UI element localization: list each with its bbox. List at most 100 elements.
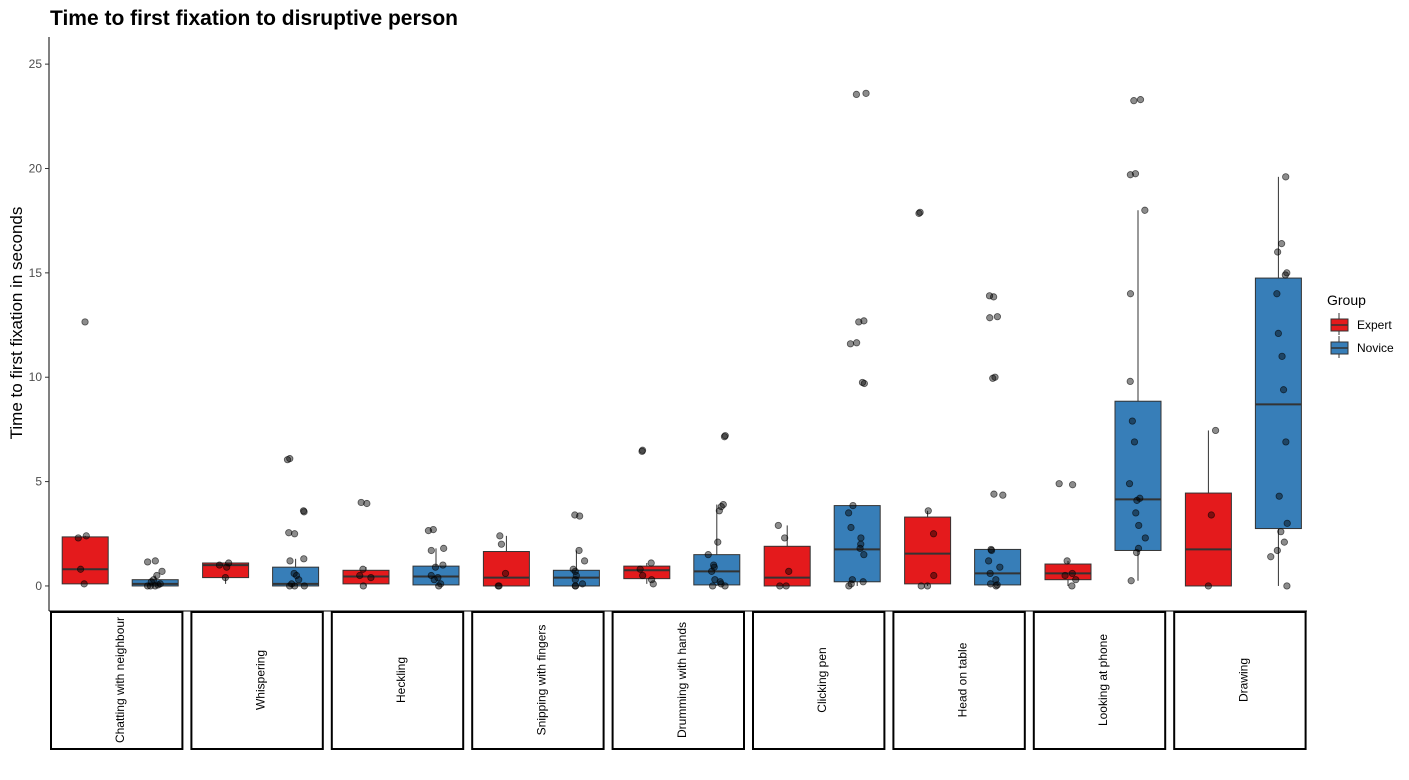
data-point [715,507,723,515]
data-point [1134,544,1143,552]
data-point [720,433,729,441]
box-novice [412,525,460,590]
data-point [1127,577,1135,585]
data-point [990,490,998,498]
data-point [363,499,371,508]
data-point [283,456,292,464]
box-novice [131,557,179,590]
legend: Group Expert Novice [1327,292,1394,358]
data-point [996,563,1004,571]
data-point [710,563,718,571]
data-point [852,90,861,99]
data-point [1136,96,1145,104]
data-point [930,571,938,580]
data-point [144,558,152,566]
data-point [993,581,1001,589]
category-strip [50,611,184,750]
data-point [435,582,443,590]
data-point [917,582,925,590]
data-point [855,318,863,326]
data-point [1274,248,1282,256]
y-tick-label: 10 [29,370,43,384]
data-point [427,546,435,555]
box-novice [833,89,881,590]
data-point [711,576,719,584]
data-point [1274,329,1282,337]
data-point [1132,509,1140,517]
x-category-label: Clicking pen [815,647,829,712]
data-point [501,569,510,578]
data-point [847,523,855,532]
box-body [61,536,109,585]
data-point [846,340,855,348]
data-point [781,534,789,542]
data-point [639,571,647,580]
data-point [292,571,301,580]
box-expert [904,208,952,590]
data-point [992,582,1000,590]
data-point [856,544,864,552]
data-point [300,582,308,590]
data-point [1130,97,1138,105]
data-point [286,557,294,565]
data-point [359,565,367,573]
data-point [721,582,729,590]
data-point [1279,386,1288,394]
data-point [924,507,932,515]
data-point [849,501,857,510]
data-point [1273,546,1281,555]
data-point [999,491,1007,499]
data-point [356,571,364,580]
x-category-label: Drumming with hands [675,622,689,738]
box-expert [763,521,811,590]
box-expert [342,498,390,590]
data-point [571,576,579,584]
box-novice [1254,173,1302,590]
x-category-label: Chatting with neighbour [113,617,127,743]
legend-item-novice: Novice [1330,336,1394,358]
data-point [221,574,229,582]
box-body [693,554,741,586]
data-point [916,208,924,216]
box-body [482,551,530,587]
data-point [1273,290,1281,298]
data-point [80,580,88,588]
data-point [1126,171,1134,179]
data-point [1069,481,1077,489]
box-novice [693,432,741,590]
data-point [575,546,583,555]
data-point [295,576,303,584]
data-point [1061,571,1069,580]
data-point [845,509,853,517]
box-body [763,545,811,587]
data-point [76,565,85,573]
data-point [1282,438,1290,446]
data-point [993,313,1001,321]
data-point [985,292,994,300]
data-point [431,563,440,571]
data-point [647,559,655,567]
category-strip [471,611,605,750]
data-point [569,565,577,573]
data-point [146,582,155,590]
data-point [915,209,923,217]
data-point [638,447,646,455]
data-point [572,571,580,580]
x-category-label: Head on table [956,642,970,717]
legend-label: Expert [1357,318,1392,332]
data-point [1135,521,1143,530]
data-point [578,580,587,588]
data-point [300,555,308,563]
box-body [974,548,1022,586]
data-point [647,576,656,584]
data-point [571,567,579,575]
data-point [1132,548,1141,557]
data-point [300,508,308,516]
box-expert [482,532,530,590]
data-point [776,582,784,590]
data-point [1283,582,1291,590]
data-point [862,89,870,97]
data-point [357,498,365,507]
data-point [439,561,447,569]
